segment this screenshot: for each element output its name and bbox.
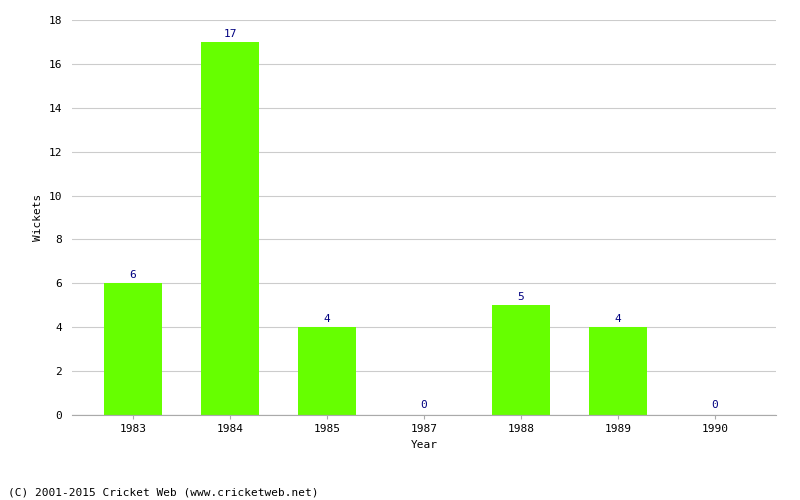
Text: 0: 0 [421, 400, 427, 409]
Text: 17: 17 [223, 28, 237, 38]
Text: 6: 6 [130, 270, 137, 280]
Bar [298, 327, 356, 415]
Text: (C) 2001-2015 Cricket Web (www.cricketweb.net): (C) 2001-2015 Cricket Web (www.cricketwe… [8, 488, 318, 498]
Bar [201, 42, 259, 415]
Bar [104, 284, 162, 415]
Text: 5: 5 [518, 292, 524, 302]
Y-axis label: Wickets: Wickets [34, 194, 43, 241]
Text: 4: 4 [614, 314, 622, 324]
X-axis label: Year: Year [410, 440, 438, 450]
Text: 0: 0 [711, 400, 718, 409]
Bar [589, 327, 647, 415]
Text: 4: 4 [324, 314, 330, 324]
Bar [492, 306, 550, 415]
